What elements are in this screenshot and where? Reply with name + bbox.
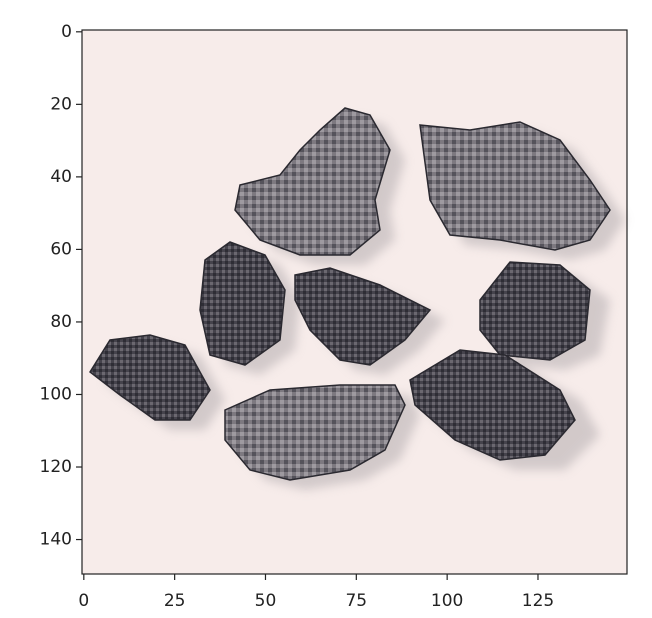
y-tick-label: 140 [40, 530, 72, 550]
x-tick-label: 100 [431, 591, 463, 611]
axes-frame [81, 29, 628, 575]
x-tick-label: 25 [164, 591, 186, 611]
x-tick-label: 50 [255, 591, 277, 611]
y-tick-label: 60 [50, 239, 72, 259]
y-tick-label: 20 [50, 94, 72, 114]
x-tick-label: 125 [522, 591, 554, 611]
rocks [89, 107, 611, 481]
y-tick-label: 0 [61, 22, 72, 42]
x-tick-label: 75 [345, 591, 367, 611]
image [82, 30, 627, 574]
y-tick-label: 120 [40, 457, 72, 477]
y-tick-label: 40 [50, 167, 72, 187]
y-tick-label: 100 [40, 384, 72, 404]
x-tick-label: 0 [78, 591, 89, 611]
y-tick-label: 80 [50, 312, 72, 332]
